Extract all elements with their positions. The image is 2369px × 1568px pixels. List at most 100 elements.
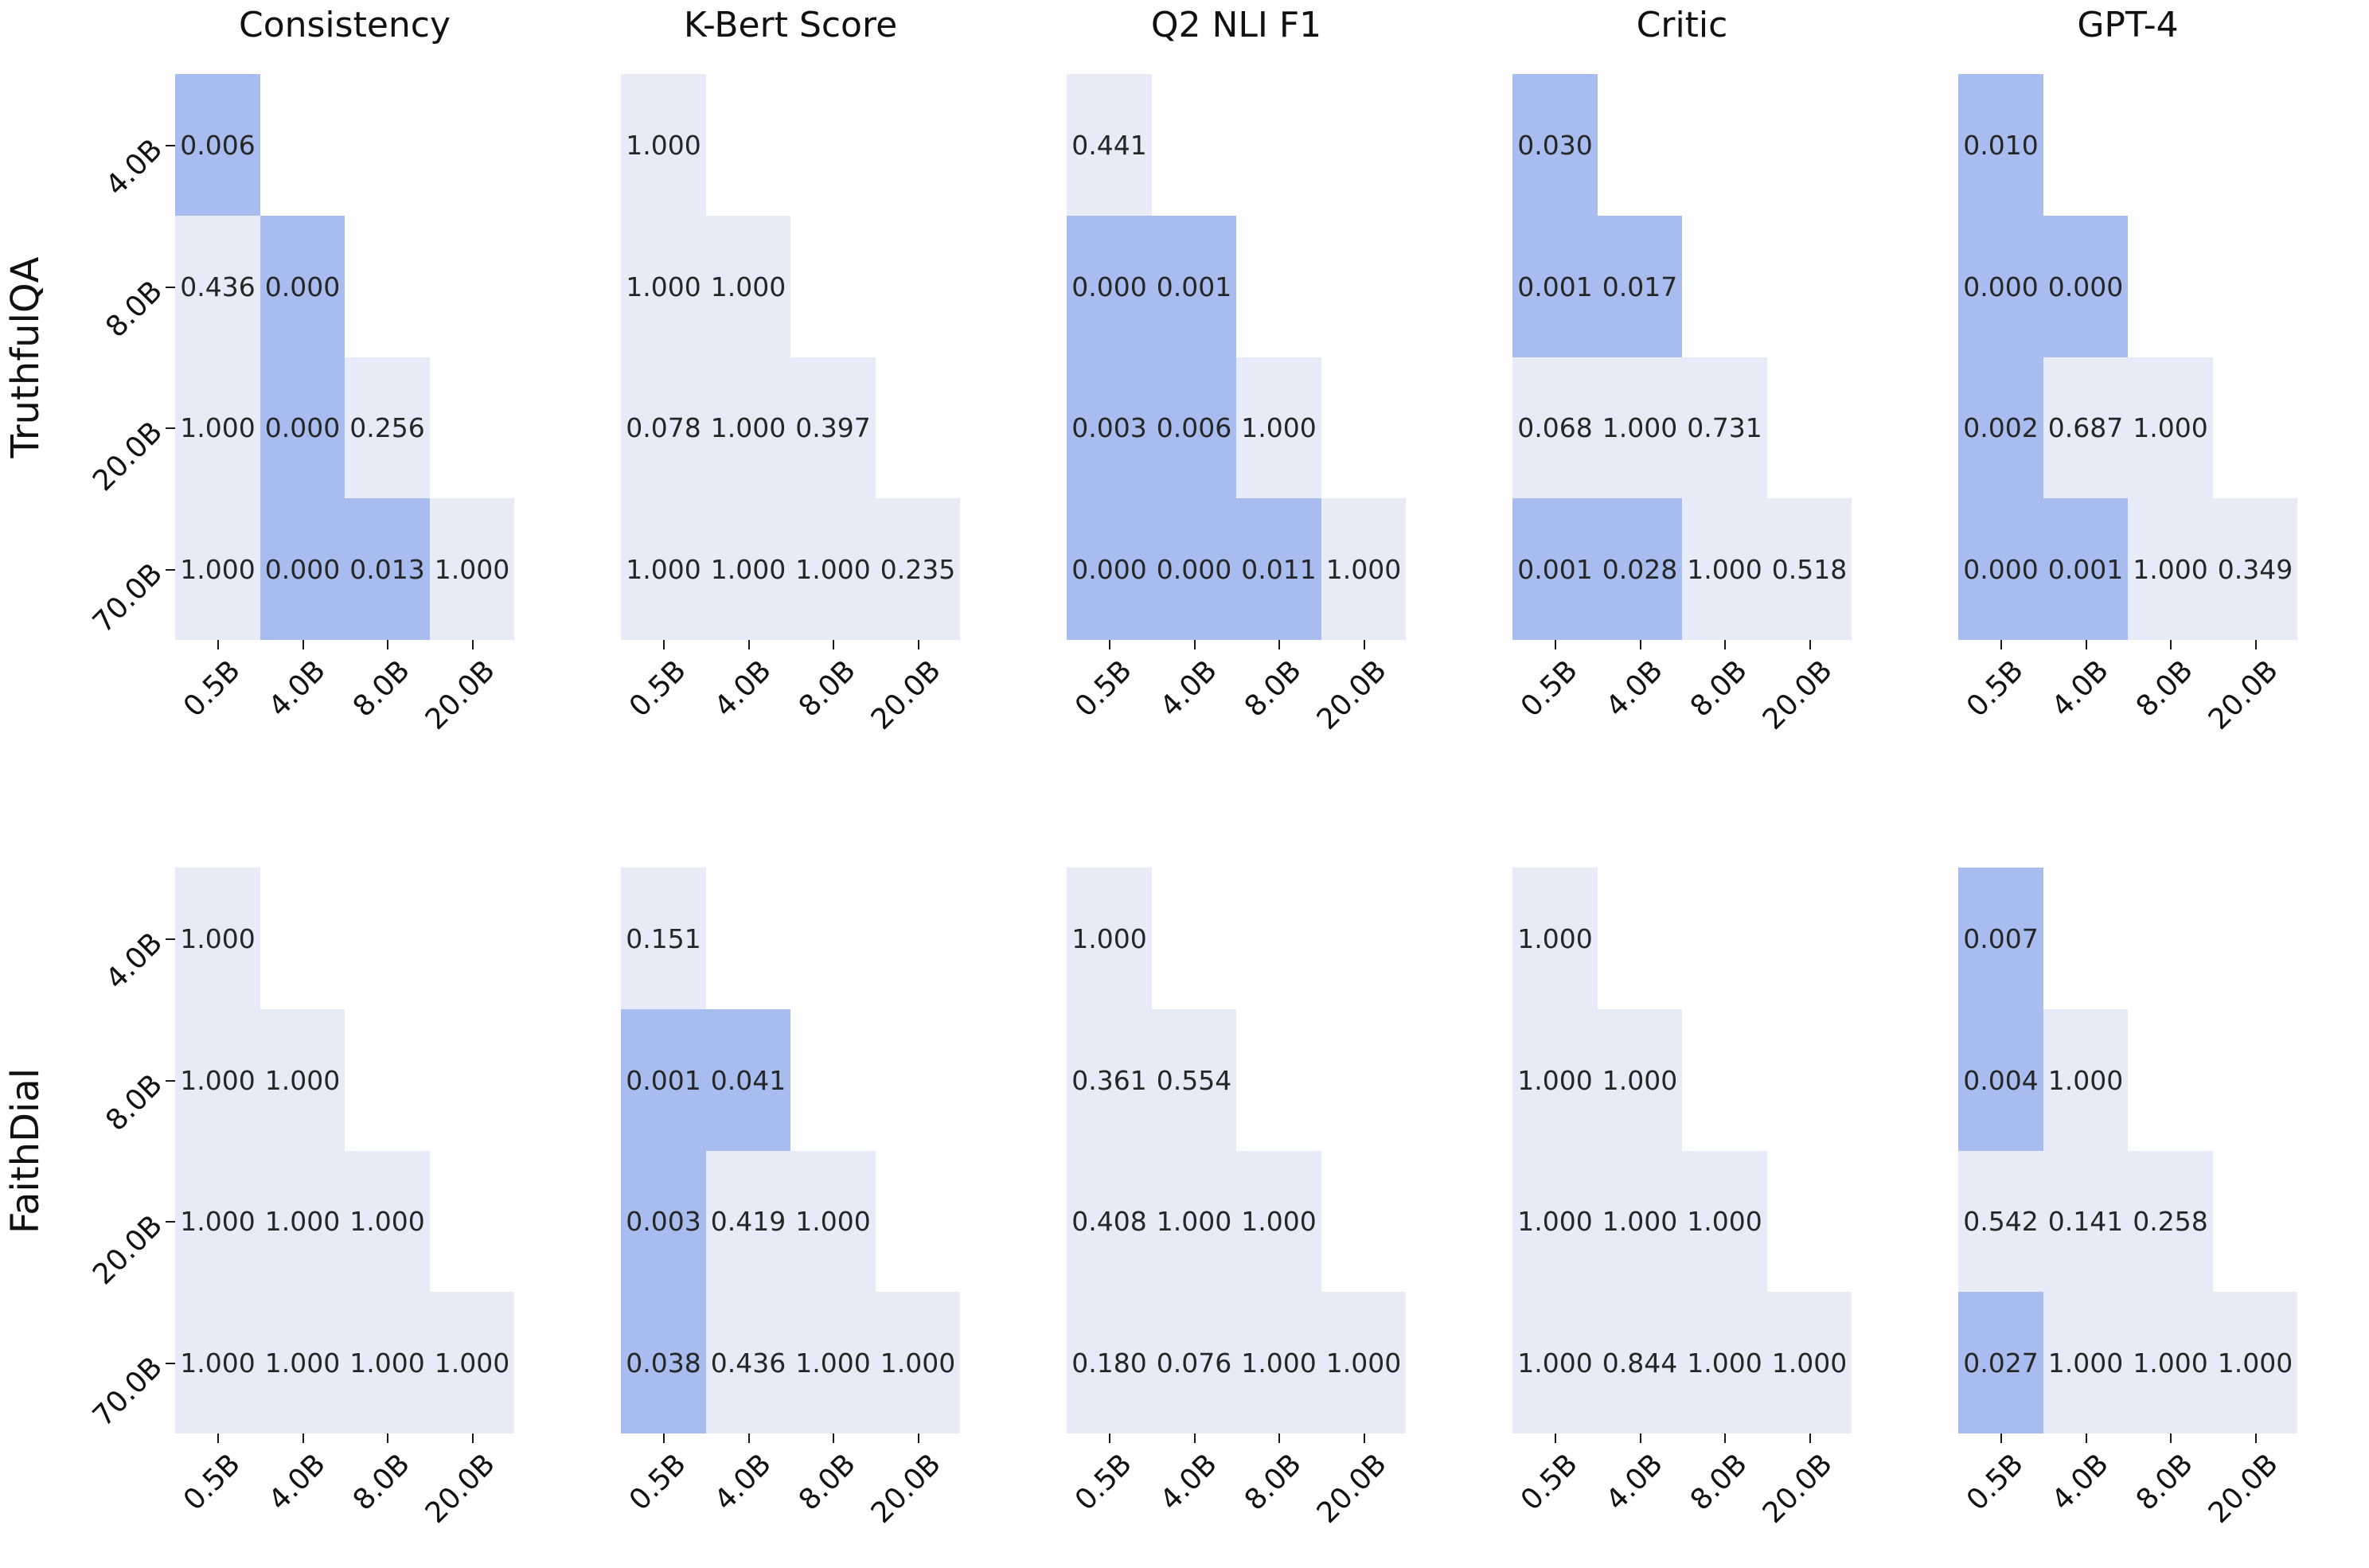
x-tick-label: 0.5B	[177, 653, 247, 724]
x-tick-label: 0.5B	[1514, 653, 1584, 724]
cell-value: 0.017	[1602, 271, 1678, 302]
cell-value: 1.000	[626, 553, 701, 585]
x-tick-label: 8.0B	[1238, 653, 1308, 724]
cell-value: 0.001	[1156, 271, 1232, 302]
cell-value: 0.258	[2133, 1206, 2208, 1237]
x-tick	[1109, 1433, 1110, 1443]
cell-value: 1.000	[2217, 1347, 2293, 1379]
cell-value: 0.554	[1156, 1064, 1232, 1096]
heatmap-cell: 1.000	[260, 1292, 345, 1433]
heatmap-cell: 1.000	[1598, 357, 1682, 498]
cell-value: 1.000	[1241, 1206, 1317, 1237]
x-tick	[2170, 1433, 2172, 1443]
heatmap-cell: 1.000	[1512, 1292, 1598, 1433]
cell-value: 1.000	[795, 1347, 871, 1379]
x-tick	[663, 640, 665, 649]
y-tick	[166, 427, 175, 429]
heatmap-cell: 1.000	[706, 357, 790, 498]
heatmap-cell: 0.076	[1152, 1292, 1236, 1433]
y-tick	[166, 569, 175, 571]
cell-value: 0.151	[626, 922, 701, 954]
heatmap-cell: 1.000	[175, 868, 260, 1009]
x-tick	[833, 1433, 834, 1443]
panel-title: Q2 NLI F1	[1150, 5, 1322, 45]
cell-value: 1.000	[880, 1347, 956, 1379]
x-tick-label: 8.0B	[792, 1447, 862, 1517]
heatmap-cell: 0.256	[345, 357, 430, 498]
cell-value: 0.002	[1963, 412, 2039, 443]
y-tick-label: 8.0B	[100, 1068, 170, 1138]
dataset-row-label: FaithDial	[3, 1067, 48, 1234]
cell-value: 0.436	[710, 1347, 786, 1379]
panel-title: Consistency	[238, 5, 451, 45]
cell-value: 0.000	[1071, 553, 1147, 585]
heatmap-cell: 0.349	[2213, 498, 2297, 640]
cell-value: 0.001	[1517, 271, 1593, 302]
x-tick	[663, 1433, 665, 1443]
cell-value: 1.000	[626, 129, 701, 161]
cell-value: 0.028	[1602, 553, 1678, 585]
cell-value: 1.000	[180, 1347, 256, 1379]
x-tick	[387, 1433, 388, 1443]
heatmap-cell: 1.000	[260, 1009, 345, 1151]
x-tick	[1555, 1433, 1556, 1443]
heatmap-cell: 0.151	[621, 868, 706, 1009]
cell-value: 0.078	[626, 412, 701, 443]
heatmap-cell: 0.011	[1236, 498, 1321, 640]
heatmap-cell: 0.258	[2128, 1151, 2213, 1292]
x-tick	[2000, 640, 2002, 649]
heatmap-cell: 1.000	[1512, 1009, 1598, 1151]
cell-value: 0.180	[1071, 1347, 1147, 1379]
cell-value: 1.000	[180, 922, 256, 954]
cell-value: 0.000	[1963, 271, 2039, 302]
cell-value: 0.731	[1687, 412, 1762, 443]
heatmap-cell: 1.000	[1236, 1292, 1321, 1433]
heatmap-cell: 1.000	[1321, 1292, 1406, 1433]
y-tick	[166, 1080, 175, 1082]
heatmap-cell: 0.007	[1958, 868, 2043, 1009]
heatmap-cell: 0.554	[1152, 1009, 1236, 1151]
x-tick	[1278, 1433, 1280, 1443]
heatmap-cell: 0.436	[175, 216, 260, 357]
cell-value: 0.441	[1071, 129, 1147, 161]
x-tick	[748, 640, 750, 649]
cell-value: 0.006	[1156, 412, 1232, 443]
x-tick	[2170, 640, 2172, 649]
x-tick-label: 4.0B	[262, 1447, 332, 1517]
heatmap-cell: 0.010	[1958, 74, 2043, 216]
cell-value: 0.000	[264, 271, 341, 302]
heatmap-cell: 0.141	[2043, 1151, 2128, 1292]
heatmap-cell: 1.000	[2128, 1292, 2213, 1433]
cell-value: 0.542	[1963, 1206, 2039, 1237]
panel-title: GPT-4	[2077, 5, 2179, 45]
cell-value: 0.001	[2047, 553, 2124, 585]
x-tick-label: 0.5B	[177, 1447, 247, 1517]
heatmap-cell: 1.000	[2043, 1292, 2128, 1433]
cell-value: 0.007	[1963, 922, 2039, 954]
cell-value: 1.000	[1071, 922, 1147, 954]
heatmap-cell: 1.000	[1598, 1009, 1682, 1151]
cell-value: 0.013	[349, 553, 425, 585]
cell-value: 0.068	[1517, 412, 1593, 443]
cell-value: 1.000	[2133, 1347, 2208, 1379]
heatmap-cell: 1.000	[430, 1292, 514, 1433]
x-tick-label: 4.0B	[1599, 1447, 1669, 1517]
cell-value: 1.000	[710, 553, 786, 585]
x-tick-label: 20.0B	[1310, 653, 1393, 737]
heatmap-cell: 1.000	[260, 1151, 345, 1292]
x-tick	[1364, 640, 1365, 649]
x-tick-label: 0.5B	[1960, 653, 2030, 724]
x-tick	[833, 640, 834, 649]
heatmap-cell: 0.013	[345, 498, 430, 640]
x-tick	[1278, 640, 1280, 649]
heatmap-cell: 1.000	[1067, 868, 1152, 1009]
cell-value: 1.000	[626, 271, 701, 302]
x-tick	[918, 1433, 919, 1443]
x-tick-label: 4.0B	[2045, 1447, 2115, 1517]
x-tick	[387, 640, 388, 649]
heatmap-cell: 1.000	[1236, 1151, 1321, 1292]
x-tick	[472, 1433, 474, 1443]
cell-value: 1.000	[2047, 1347, 2124, 1379]
cell-value: 0.408	[1071, 1206, 1147, 1237]
heatmap-cell: 1.000	[1152, 1151, 1236, 1292]
